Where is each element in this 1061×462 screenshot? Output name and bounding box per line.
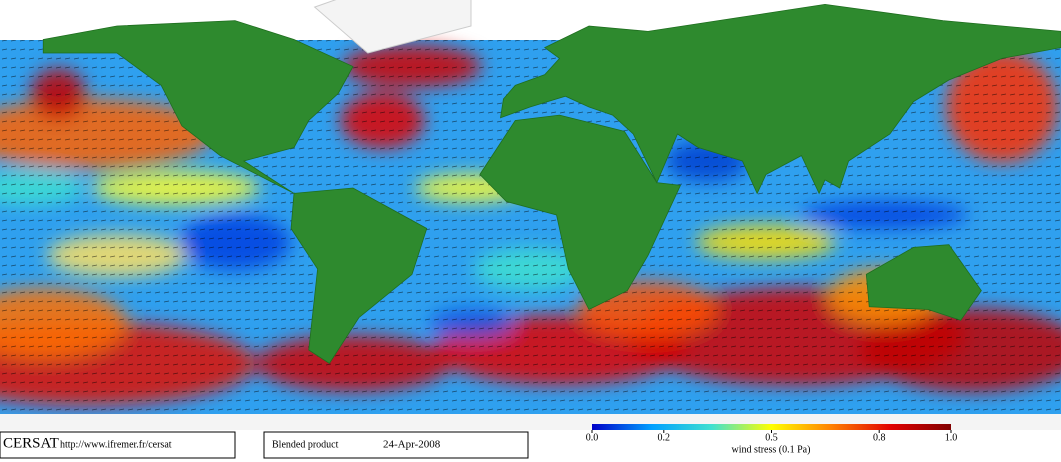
product-box	[263, 431, 529, 459]
product: Blended product	[272, 439, 339, 450]
url: http://www.ifremer.fr/cersat	[60, 439, 172, 450]
colorbar-tick-label: 1.0	[945, 432, 958, 443]
continent	[42, 20, 354, 194]
continent	[865, 244, 982, 321]
colorbar-tick-label: 0.2	[658, 432, 671, 443]
continent	[479, 114, 682, 311]
colorbar-tick-label: 0.0	[586, 432, 599, 443]
logo: CERSAT	[3, 435, 59, 451]
continent	[290, 187, 428, 365]
colorbar-label: wind stress (0.1 Pa)	[732, 444, 811, 455]
date: 24-Apr-2008	[383, 439, 441, 451]
colorbar	[592, 424, 951, 430]
logo-box	[0, 431, 236, 459]
greenland	[313, 0, 472, 54]
colorbar-tick-label: 0.5	[765, 432, 778, 443]
continent	[500, 3, 1061, 195]
land	[0, 0, 1061, 430]
colorbar-tick-label: 0.8	[873, 432, 886, 443]
